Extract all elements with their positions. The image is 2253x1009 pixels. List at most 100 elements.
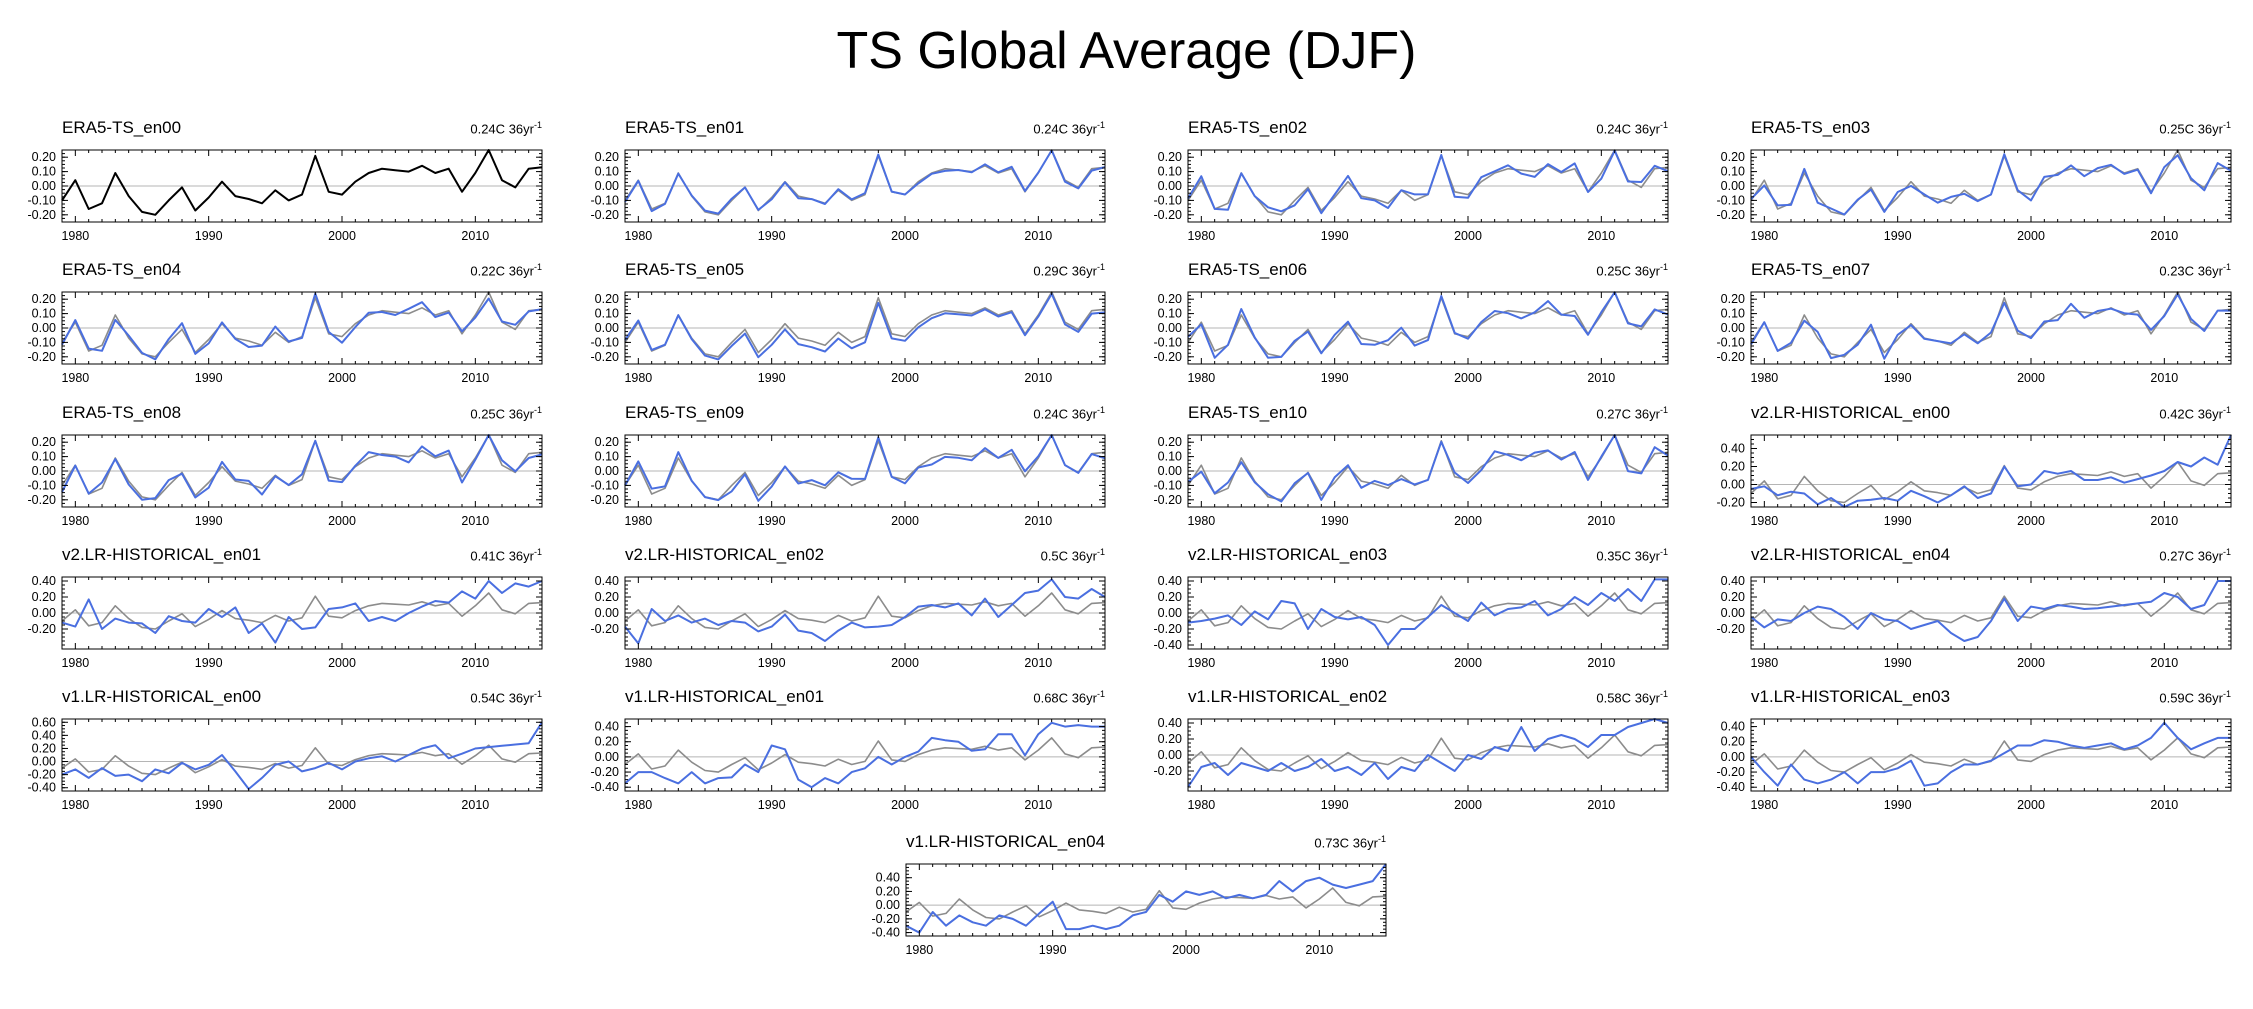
x-tick-label: 2010: [1587, 229, 1615, 243]
trend-exponent: -1: [1659, 689, 1668, 699]
x-tick-label: 2010: [1024, 229, 1052, 243]
panel-plot: 1980 1990 2000 2010 -0.20-0.100.000.100.20: [28, 434, 543, 528]
y-tick-label: 0.00: [1721, 321, 1745, 335]
x-tick-label: 1980: [61, 514, 89, 528]
panel-era5-ts-en03: ERA5-TS_en03 0.25C 36yr-1 1980 1990 2000 2010…: [1717, 118, 2253, 243]
panel-title: ERA5-TS_en00: [62, 118, 182, 137]
x-tick-label: 2000: [328, 656, 356, 670]
panel-trend-label: 0.24C 36yr-1: [470, 120, 542, 136]
x-tick-label: 2010: [1024, 798, 1052, 812]
panel-title: v2.LR-HISTORICAL_en03: [1188, 545, 1388, 564]
y-tick-label: 0.40: [1158, 574, 1182, 588]
x-tick-label: 1990: [1039, 943, 1067, 957]
series-line-era5-en00: [61, 149, 543, 216]
x-tick-label: 2010: [1024, 514, 1052, 528]
series-line-reference: [624, 737, 1106, 773]
y-tick-label: -0.20: [1717, 350, 1746, 364]
panel-title: v2.LR-HISTORICAL_en00: [1751, 403, 1951, 422]
x-tick-label: 2000: [891, 229, 919, 243]
y-tick-label: 0.20: [32, 590, 56, 604]
x-tick-label: 1990: [758, 798, 786, 812]
panel-plot: 1980 1990 2000 2010 -0.20-0.100.000.100.20: [591, 149, 1106, 243]
x-tick-label: 2010: [461, 371, 489, 385]
panel-era5-ts-en00: ERA5-TS_en00 0.24C 36yr-1 1980 1990 2000 2010…: [28, 118, 622, 243]
y-tick-label: -0.10: [591, 335, 620, 349]
trend-value: 0.35C: [1596, 548, 1632, 564]
y-tick-label: -0.20: [1154, 350, 1183, 364]
series-line-ensemble: [1750, 434, 2232, 508]
series-line-ensemble: [1187, 578, 1668, 646]
y-tick-label: 0.20: [1158, 590, 1182, 604]
panel-plot: 1980 1990 2000 2010 -0.40-0.200.000.200.40: [1717, 718, 2232, 812]
series-line-ensemble: [905, 863, 1387, 934]
panel-era5-ts-en02: ERA5-TS_en02 0.24C 36yr-1 1980 1990 2000 2010…: [1154, 118, 1748, 243]
y-tick-label: 0.00: [32, 321, 56, 335]
panel-plot: 1980 1990 2000 2010 -0.20-0.100.000.100.20: [28, 149, 543, 243]
panel-plot: 1980 1990 2000 2010 -0.20-0.100.000.100.20: [1154, 434, 1669, 528]
y-tick-label: 0.10: [1721, 307, 1745, 321]
panel-v1-lr-historical-en04: v1.LR-HISTORICAL_en04 0.73C 36yr-1 1980 199…: [872, 832, 1466, 957]
x-tick-label: 2000: [328, 229, 356, 243]
panel-plot: 1980 1990 2000 2010 -0.20-0.100.000.100.20: [1717, 291, 2232, 385]
series-line-reference: [1750, 592, 2232, 630]
x-tick-label: 2000: [2017, 371, 2045, 385]
panel-title: v1.LR-HISTORICAL_en02: [1188, 687, 1388, 706]
trend-exponent: -1: [2222, 405, 2231, 415]
y-tick-label: -0.20: [28, 493, 57, 507]
x-tick-label: 1980: [624, 371, 652, 385]
x-tick-label: 2010: [2150, 514, 2178, 528]
y-tick-label: 0.10: [1158, 450, 1182, 464]
trend-value: 0.41C: [470, 548, 506, 564]
panel-plot: 1980 1990 2000 2010 -0.20 0.00 0.20 0.40: [28, 574, 543, 670]
panel-plot: 1980 1990 2000 2010 -0.20-0.100.000.100.20: [1154, 291, 1669, 385]
y-tick-label: 0.00: [1721, 179, 1745, 193]
panel-v1-lr-historical-en00: v1.LR-HISTORICAL_en00 0.54C 36yr-1 1980 199…: [28, 687, 622, 812]
y-tick-label: 0.10: [1158, 307, 1182, 321]
y-tick-label: 0.40: [595, 720, 619, 734]
trend-exponent: -1: [2222, 120, 2231, 130]
y-tick-label: 0.00: [1721, 606, 1745, 620]
y-tick-label: 0.20: [32, 741, 56, 755]
y-tick-label: 0.20: [1721, 735, 1745, 749]
panel-title: v1.LR-HISTORICAL_en03: [1751, 687, 1951, 706]
x-tick-label: 1990: [758, 371, 786, 385]
x-tick-label: 1980: [1750, 656, 1778, 670]
panel-trend-label: 0.23C 36yr-1: [2159, 262, 2231, 278]
x-tick-label: 1990: [1321, 656, 1349, 670]
y-tick-label: -0.10: [591, 478, 620, 492]
y-tick-label: 0.40: [595, 574, 619, 588]
panel-v1-lr-historical-en02: v1.LR-HISTORICAL_en02 0.58C 36yr-1 1980 199…: [1154, 687, 1748, 812]
series-line-reference: [1187, 734, 1669, 772]
trend-exponent: -1: [2222, 262, 2231, 272]
panel-era5-ts-en07: ERA5-TS_en07 0.23C 36yr-1 1980 1990 2000 2010…: [1717, 260, 2253, 385]
trend-exponent: -1: [533, 120, 542, 130]
x-tick-label: 2000: [328, 514, 356, 528]
y-tick-label: 0.10: [1721, 165, 1745, 179]
y-tick-label: 0.00: [1158, 748, 1182, 762]
trend-value: 0.24C: [1596, 121, 1632, 137]
trend-value: 0.42C: [2159, 406, 2195, 422]
x-tick-label: 1990: [1321, 798, 1349, 812]
panel-v2-lr-historical-en03: v2.LR-HISTORICAL_en03 0.35C 36yr-1 1980 199…: [1154, 545, 1748, 670]
panel-trend-label: 0.59C 36yr-1: [2159, 689, 2231, 705]
y-tick-label: -0.40: [591, 780, 620, 794]
x-tick-label: 2000: [891, 656, 919, 670]
trend-exponent: -1: [2222, 689, 2231, 699]
panel-era5-ts-en06: ERA5-TS_en06 0.25C 36yr-1 1980 1990 2000 2010…: [1154, 260, 1748, 385]
x-tick-label: 1980: [61, 371, 89, 385]
series-line-ensemble: [61, 434, 543, 501]
y-tick-label: 0.00: [32, 755, 56, 769]
x-tick-label: 2000: [1454, 656, 1482, 670]
y-tick-label: -0.20: [591, 622, 620, 636]
x-tick-label: 2000: [1172, 943, 1200, 957]
panel-title: ERA5-TS_en09: [625, 403, 745, 422]
y-tick-label: 0.60: [32, 715, 56, 729]
trend-exponent: -1: [1096, 689, 1105, 699]
x-tick-label: 1980: [1750, 371, 1778, 385]
trend-exponent: -1: [1659, 405, 1668, 415]
y-tick-label: 0.20: [1158, 732, 1182, 746]
x-tick-label: 2000: [2017, 798, 2045, 812]
x-tick-label: 2000: [1454, 514, 1482, 528]
y-tick-label: -0.10: [1154, 335, 1183, 349]
trend-value: 0.29C: [1033, 263, 1069, 279]
